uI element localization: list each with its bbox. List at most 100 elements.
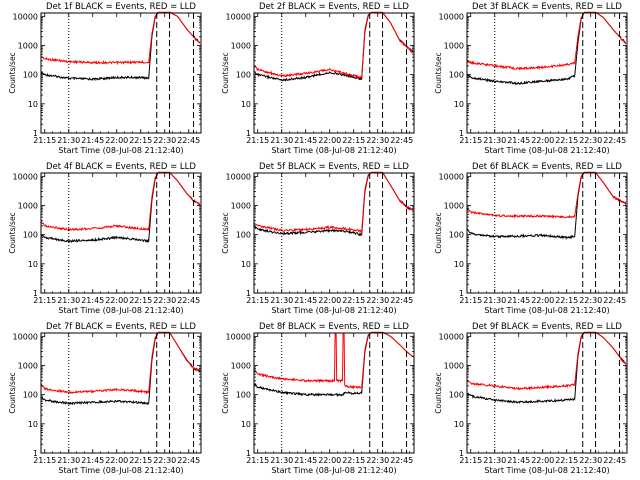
plot-frame <box>466 172 628 294</box>
x-tick-label: 21:45 <box>81 136 104 145</box>
y-tick-label: 10 <box>454 100 464 109</box>
panel-title: Det 1f BLACK = Events, RED = LLD <box>46 2 196 12</box>
y-axis-label: Counts/sec <box>434 372 443 413</box>
y-tick-label: 10000 <box>226 332 251 341</box>
x-tick-label: 22:45 <box>177 296 200 305</box>
x-tick-label: 22:45 <box>603 136 626 145</box>
x-tick-label: 22:45 <box>603 456 626 465</box>
x-tick-label: 22:15 <box>555 296 578 305</box>
y-tick-label: 100 <box>449 391 464 400</box>
series-line-events <box>467 171 627 240</box>
x-axis-label: Start Time (08-Jul-08 21:12:40) <box>271 146 396 155</box>
x-tick-label: 22:45 <box>177 136 200 145</box>
y-axis-label: Counts/sec <box>434 212 443 253</box>
x-axis-label: Start Time (08-Jul-08 21:12:40) <box>484 306 609 315</box>
x-tick-label: 21:15 <box>33 296 56 305</box>
x-tick-label: 21:45 <box>294 296 317 305</box>
x-tick-label: 22:00 <box>318 296 341 305</box>
y-tick-label: 10000 <box>226 12 251 21</box>
series-line-lld <box>254 171 414 234</box>
y-tick-label: 1 <box>246 449 251 458</box>
plot-data <box>467 331 627 404</box>
panel-det-6: Det 6f BLACK = Events, RED = LLD 1 10 100 10… <box>434 162 628 315</box>
panel-title: Det 6f BLACK = Events, RED = LLD <box>472 162 622 172</box>
y-tick-label: 100 <box>236 391 251 400</box>
y-tick-label: 10000 <box>439 12 464 21</box>
y-tick-label: 100 <box>449 231 464 240</box>
x-tick-label: 22:45 <box>390 456 413 465</box>
plot-frame <box>253 332 415 454</box>
x-tick-label: 22:45 <box>603 296 626 305</box>
x-tick-label: 22:15 <box>129 456 152 465</box>
x-tick-label: 22:00 <box>105 296 128 305</box>
y-tick-label: 10000 <box>13 12 38 21</box>
panel-title: Det 7f BLACK = Events, RED = LLD <box>46 322 196 332</box>
panel-det-2: Det 2f BLACK = Events, RED = LLD 1 10 100 10… <box>221 2 415 155</box>
y-tick-label: 10000 <box>226 172 251 181</box>
x-tick-label: 21:15 <box>459 136 482 145</box>
x-tick-label: 21:45 <box>81 456 104 465</box>
y-tick-label: 10 <box>454 420 464 429</box>
series-line-events <box>254 171 413 237</box>
plot-frame <box>40 172 202 294</box>
y-tick-label: 1 <box>459 449 464 458</box>
x-tick-label: 22:00 <box>105 456 128 465</box>
x-tick-label: 21:30 <box>270 456 293 465</box>
y-tick-label: 1000 <box>444 201 464 210</box>
x-tick-label: 22:00 <box>318 456 341 465</box>
x-tick-label: 22:00 <box>531 456 554 465</box>
x-tick-label: 21:15 <box>459 296 482 305</box>
x-tick-label: 22:30 <box>153 456 176 465</box>
x-tick-label: 22:15 <box>129 296 152 305</box>
y-tick-label: 1 <box>33 289 38 298</box>
y-tick-label: 1000 <box>231 361 251 370</box>
x-tick-label: 22:15 <box>342 456 365 465</box>
y-tick-label: 10000 <box>439 332 464 341</box>
y-tick-label: 100 <box>236 71 251 80</box>
y-tick-label: 1000 <box>444 361 464 370</box>
panel-det-5: Det 5f BLACK = Events, RED = LLD 1 10 100 10… <box>221 162 415 315</box>
x-tick-label: 22:00 <box>531 296 554 305</box>
y-tick-label: 100 <box>23 231 38 240</box>
x-tick-label: 22:00 <box>105 136 128 145</box>
plot-data <box>41 171 201 244</box>
x-axis-label: Start Time (08-Jul-08 21:12:40) <box>484 146 609 155</box>
panel-title: Det 3f BLACK = Events, RED = LLD <box>472 2 622 12</box>
y-tick-label: 1 <box>246 129 251 138</box>
series-line-lld <box>41 331 201 395</box>
plot-data <box>254 171 414 237</box>
series-line-events <box>41 11 201 82</box>
x-tick-label: 21:15 <box>459 456 482 465</box>
series-line-lld <box>254 331 414 390</box>
panel-det-9: Det 9f BLACK = Events, RED = LLD 1 10 100 10… <box>434 322 628 475</box>
x-tick-label: 22:15 <box>342 136 365 145</box>
y-axis-label: Counts/sec <box>8 52 17 93</box>
x-tick-label: 21:30 <box>57 456 80 465</box>
series-line-lld <box>41 171 200 232</box>
x-tick-label: 22:30 <box>153 296 176 305</box>
x-tick-label: 21:30 <box>57 136 80 145</box>
panel-det-4: Det 4f BLACK = Events, RED = LLD 1 10 100 10… <box>8 162 202 315</box>
y-axis-label: Counts/sec <box>221 212 230 253</box>
x-tick-label: 22:15 <box>342 296 365 305</box>
x-tick-label: 21:45 <box>294 456 317 465</box>
x-tick-label: 21:45 <box>507 136 530 145</box>
panel-title: Det 8f BLACK = Events, RED = LLD <box>259 322 409 332</box>
x-tick-label: 22:30 <box>366 296 389 305</box>
series-line-lld <box>467 11 627 71</box>
x-tick-label: 21:15 <box>33 456 56 465</box>
x-axis-label: Start Time (08-Jul-08 21:12:40) <box>58 466 183 475</box>
y-tick-label: 10000 <box>439 172 464 181</box>
panel-title: Det 9f BLACK = Events, RED = LLD <box>472 322 622 332</box>
x-tick-label: 22:00 <box>318 136 341 145</box>
x-tick-label: 22:30 <box>153 136 176 145</box>
x-tick-label: 21:15 <box>246 456 269 465</box>
y-tick-label: 1000 <box>444 41 464 50</box>
y-tick-label: 10 <box>28 260 38 269</box>
x-tick-label: 21:45 <box>294 136 317 145</box>
plot-data <box>254 331 414 398</box>
y-tick-label: 1000 <box>18 361 38 370</box>
x-tick-label: 22:15 <box>129 136 152 145</box>
x-tick-label: 21:30 <box>483 456 506 465</box>
